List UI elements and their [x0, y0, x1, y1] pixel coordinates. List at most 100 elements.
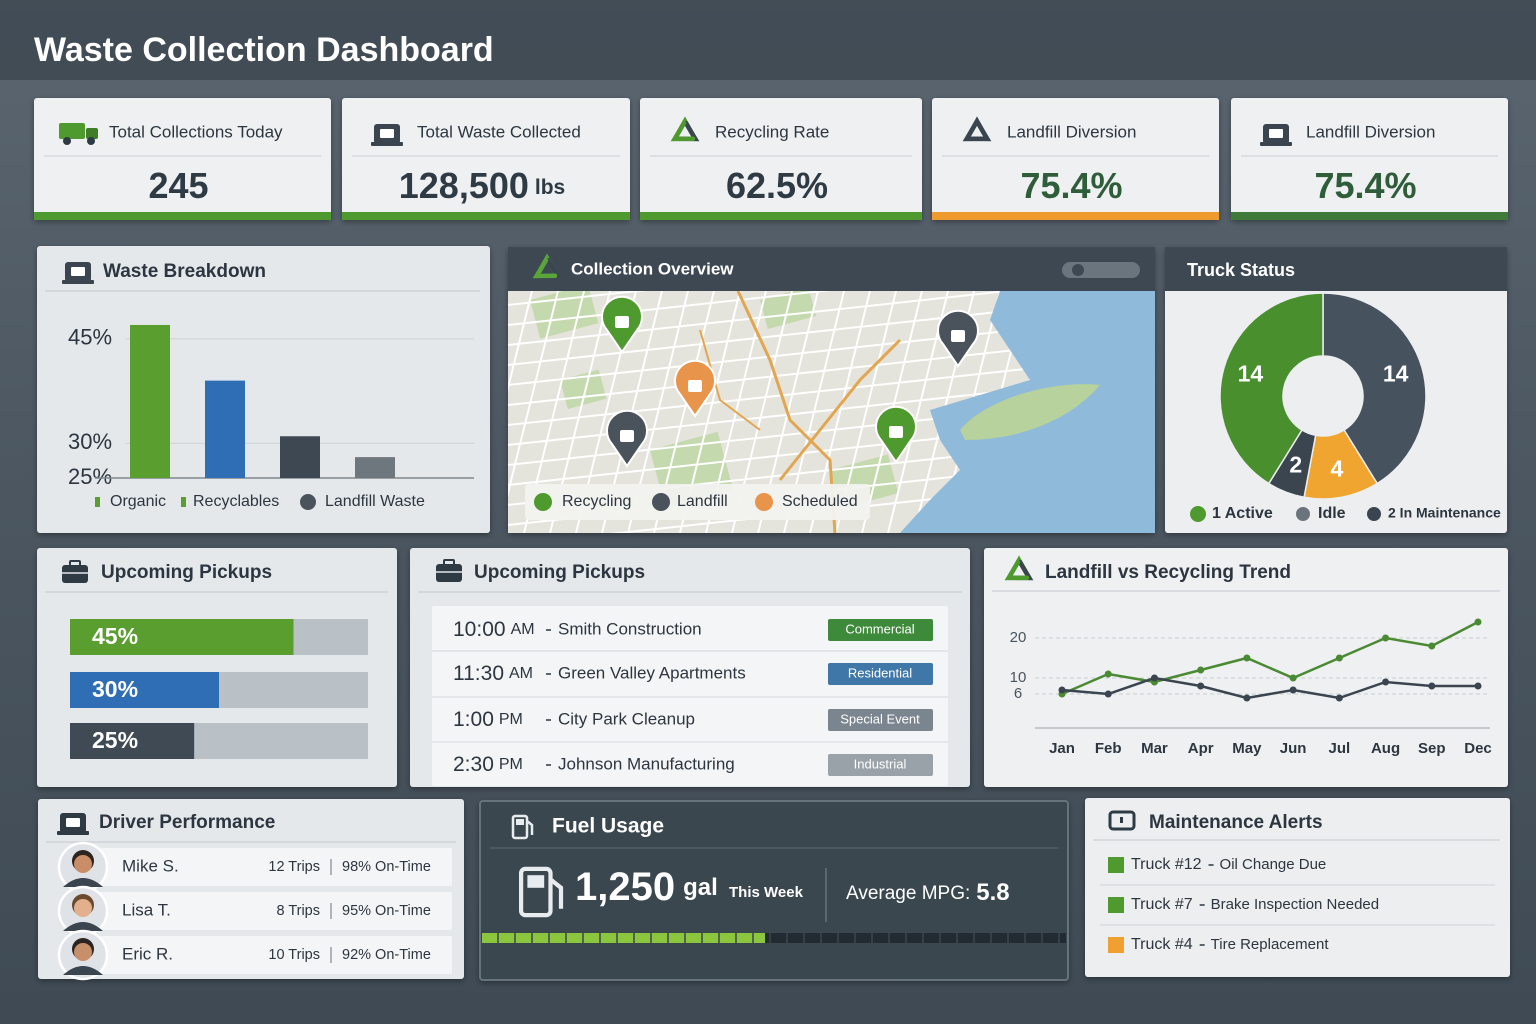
map-legend [525, 484, 870, 520]
data-point [1474, 618, 1482, 626]
icon-part [962, 120, 988, 142]
map-toggle-knob [1072, 264, 1084, 276]
icon-part [63, 137, 71, 145]
driver-on-time: 95% On-Time [342, 903, 431, 919]
fuel-value: 1,250 gal [575, 865, 718, 909]
panel-title: Fuel Usage [552, 815, 664, 838]
legend-label: Scheduled [782, 493, 858, 510]
icon-part [1108, 810, 1136, 831]
fuel-number: 1,250 [575, 865, 675, 909]
kpi-accent [342, 212, 630, 220]
pickup-time: 2:30 PM [453, 753, 523, 776]
panel-title: Upcoming Pickups [101, 562, 272, 583]
avatar-body [63, 922, 103, 931]
pickup-tag-label: Special Event [840, 711, 920, 726]
panel [37, 246, 490, 533]
y-tick-label: 45% [68, 325, 112, 350]
avatar-face [74, 855, 92, 873]
icon-part [532, 257, 558, 279]
driver-on-time: 98% On-Time [342, 859, 431, 875]
icon-part [516, 819, 524, 825]
x-tick-label: Aug [1371, 740, 1400, 757]
period: AM [511, 621, 535, 638]
x-tick-label: Jul [1328, 740, 1350, 757]
kpi-label: Total Collections Today [109, 122, 283, 141]
legend-marker [95, 497, 100, 507]
driver-row [95, 936, 452, 974]
bar [130, 324, 170, 478]
map-road [699, 329, 761, 431]
fuel-unit: gal [683, 874, 718, 901]
alert-truck: Truck #4 [1131, 936, 1193, 953]
icon-part [519, 866, 553, 918]
kpi-label: Total Waste Collected [417, 122, 581, 141]
map-pin-glyph [688, 380, 702, 392]
icon-part [1120, 817, 1123, 823]
time: 10:00 [453, 618, 506, 641]
icon [962, 116, 992, 142]
data-point [1104, 690, 1112, 698]
legend-label: Landfill [677, 493, 728, 510]
alert-marker [1108, 937, 1124, 953]
panel [932, 98, 1219, 220]
pickup-tag-label: Commercial [845, 621, 914, 636]
data-point [1243, 654, 1251, 662]
progress-label: 25% [92, 727, 138, 753]
icon-part [59, 123, 85, 139]
map-park [560, 369, 607, 409]
driver-name: Lisa T. [122, 900, 171, 919]
kpi-value: 62.5% [726, 165, 828, 206]
alert-marker [1108, 857, 1124, 873]
legend-marker [652, 493, 670, 511]
kpi-accent [932, 212, 1219, 220]
kpi-value: 245 [148, 165, 208, 206]
pickup-tag-label: Industrial [854, 756, 907, 771]
slice-label: 14 [1238, 360, 1264, 386]
legend-marker [534, 493, 552, 511]
pickup-tag [828, 619, 933, 641]
time: 1:00 [453, 708, 494, 731]
slice-label: 14 [1383, 360, 1409, 386]
fuel-mpg: Average MPG: 5.8 [846, 879, 1010, 906]
panel-title: Truck Status [1187, 260, 1295, 280]
fuel-pump-icon [519, 866, 564, 918]
icon-part [526, 820, 534, 835]
icon [436, 559, 462, 582]
pickup-name: Smith Construction [558, 619, 702, 638]
pickup-name: Green Valley Apartments [558, 663, 746, 682]
driver-row [95, 892, 452, 930]
icon [57, 813, 89, 835]
panel-title: Upcoming Pickups [474, 562, 645, 583]
icon [1108, 810, 1136, 831]
icon-part [670, 120, 696, 142]
icon-part [57, 831, 89, 835]
pickup-time: 10:00 AM [453, 618, 535, 641]
icon-part [1269, 129, 1283, 138]
kpi-value: 75.4% [1314, 165, 1416, 206]
series-line [1061, 676, 1478, 700]
panel [38, 799, 464, 979]
progress-bar [70, 672, 219, 708]
data-point [1335, 694, 1343, 702]
header-bar [0, 0, 1536, 80]
pickup-time: 11:30 AM [453, 662, 533, 685]
panel [34, 98, 331, 220]
legend-marker [300, 494, 316, 510]
legend-label: 1 Active [1212, 505, 1273, 522]
fuel-fill [482, 933, 765, 943]
icon [59, 123, 98, 145]
kpi-number: 245 [148, 165, 208, 206]
map-street [508, 291, 647, 306]
avatar-face [74, 943, 92, 961]
alert-issue: Oil Change Due [1220, 856, 1327, 873]
panel-header [508, 247, 1155, 291]
legend-marker [1367, 507, 1381, 521]
icon-part [380, 129, 394, 138]
panel-title: Waste Breakdown [103, 261, 266, 282]
x-tick-label: Feb [1095, 740, 1122, 757]
legend-label: Recycling [562, 493, 631, 510]
avatar-face [74, 899, 92, 917]
progress-bar [70, 723, 195, 759]
avatar-body [63, 878, 103, 887]
